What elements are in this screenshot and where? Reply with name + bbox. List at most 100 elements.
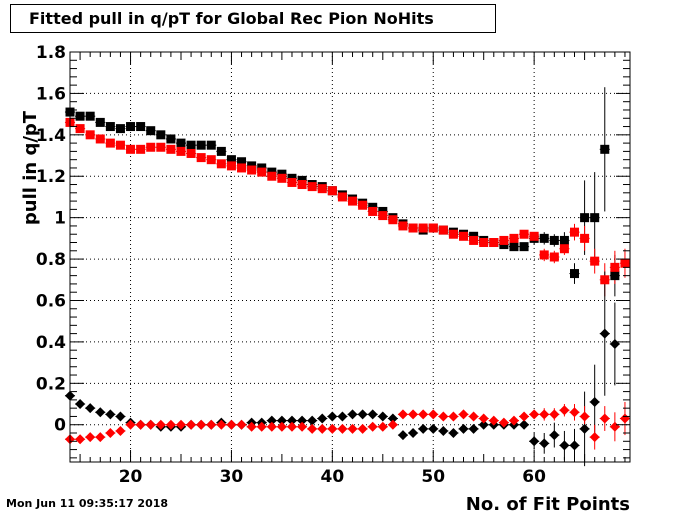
data-point-square xyxy=(166,134,176,144)
data-point-square xyxy=(136,144,146,154)
data-point-diamond xyxy=(519,419,530,430)
y-tick-label: 0.2 xyxy=(36,374,66,394)
data-point-square xyxy=(529,231,539,241)
data-point-diamond xyxy=(539,409,550,420)
data-point-square xyxy=(156,142,166,152)
data-point-diamond xyxy=(619,413,630,424)
x-axis-title: No. of Fit Points xyxy=(466,494,630,514)
data-point-square xyxy=(257,167,267,177)
data-point-diamond xyxy=(175,419,186,430)
data-point-square xyxy=(459,231,469,241)
data-point-square xyxy=(388,215,398,225)
data-point-square xyxy=(327,186,337,196)
title-box: Fitted pull in q/pT for Global Rec Pion … xyxy=(10,4,496,33)
data-point-diamond xyxy=(559,405,570,416)
data-point-square xyxy=(549,252,559,262)
data-point-square xyxy=(277,173,287,183)
data-point-square xyxy=(519,242,529,252)
data-point-diamond xyxy=(337,423,348,434)
data-point-diamond xyxy=(418,409,429,420)
data-point-diamond xyxy=(367,409,378,420)
data-point-square xyxy=(368,206,378,216)
data-point-square xyxy=(428,223,438,233)
data-point-diamond xyxy=(367,421,378,432)
data-point-square xyxy=(559,235,569,245)
y-tick-label: 1 xyxy=(54,209,66,229)
plot-frame xyxy=(69,51,631,463)
data-point-square xyxy=(448,229,458,239)
data-point-diamond xyxy=(125,419,136,430)
data-point-diamond xyxy=(397,430,408,441)
data-point-diamond xyxy=(115,411,126,422)
data-point-square xyxy=(479,238,489,248)
data-point-diamond xyxy=(75,399,86,410)
data-point-diamond xyxy=(408,409,419,420)
tick-labels: 20 30 40 50 60 0 0.2 0.4 0.6 0.8 1 1.2 1.4 1.6 1.8 xyxy=(36,43,546,487)
data-point-diamond xyxy=(276,415,287,426)
data-point-diamond xyxy=(609,338,620,349)
data-point-diamond xyxy=(569,440,580,451)
data-point-diamond xyxy=(408,428,419,439)
data-point-square xyxy=(136,122,146,132)
y-axis-title: pull in q/pT xyxy=(20,110,41,225)
data-point-square xyxy=(337,192,347,202)
data-point-diamond xyxy=(145,419,156,430)
data-point-square xyxy=(438,225,448,235)
data-point-square xyxy=(398,221,408,231)
data-point-square xyxy=(348,196,358,206)
data-point-diamond xyxy=(549,430,560,441)
data-point-square xyxy=(469,235,479,245)
data-point-diamond xyxy=(165,419,176,430)
data-point-square xyxy=(186,140,196,150)
data-point-square xyxy=(539,233,549,243)
data-point-diamond xyxy=(216,419,227,430)
x-tick-label: 40 xyxy=(321,467,345,487)
data-point-square xyxy=(590,256,600,266)
data-point-diamond xyxy=(206,419,217,430)
data-point-diamond xyxy=(105,428,116,439)
data-point-diamond xyxy=(236,419,247,430)
data-point-diamond xyxy=(559,440,570,451)
data-point-diamond xyxy=(387,419,398,430)
data-point-square xyxy=(237,163,247,173)
y-tick-label: 0.6 xyxy=(36,291,66,311)
data-point-square xyxy=(85,130,95,140)
data-point-diamond xyxy=(297,421,308,432)
data-point-diamond xyxy=(468,411,479,422)
data-point-square xyxy=(75,124,85,134)
data-point-square xyxy=(206,155,216,165)
data-point-diamond xyxy=(337,411,348,422)
data-point-square xyxy=(610,271,620,281)
data-point-square xyxy=(105,122,115,132)
data-point-diamond xyxy=(327,423,338,434)
data-point-diamond xyxy=(599,328,610,339)
data-point-square xyxy=(216,146,226,156)
data-point-square xyxy=(247,165,257,175)
data-point-square xyxy=(358,200,368,210)
data-point-square xyxy=(126,144,136,154)
data-point-diamond xyxy=(186,419,197,430)
data-point-square xyxy=(489,238,499,248)
data-point-square xyxy=(600,144,610,154)
data-point-square xyxy=(519,229,529,239)
timestamp: Mon Jun 11 09:35:17 2018 xyxy=(6,497,169,510)
data-point-square xyxy=(237,157,247,167)
data-point-square xyxy=(176,146,186,156)
data-point-diamond xyxy=(498,417,509,428)
data-point-square xyxy=(620,258,630,268)
data-point-diamond xyxy=(529,409,540,420)
data-point-diamond xyxy=(196,419,207,430)
data-point-diamond xyxy=(297,415,308,426)
data-point-diamond xyxy=(135,419,146,430)
data-point-diamond xyxy=(428,409,439,420)
data-point-diamond xyxy=(317,423,328,434)
data-point-diamond xyxy=(519,411,530,422)
data-point-square xyxy=(146,142,156,152)
data-point-diamond xyxy=(75,434,86,445)
data-point-square xyxy=(176,138,186,148)
data-point-diamond xyxy=(438,425,449,436)
data-point-square xyxy=(297,180,307,190)
data-point-diamond xyxy=(357,409,368,420)
data-point-diamond xyxy=(266,415,277,426)
data-point-diamond xyxy=(95,432,106,443)
